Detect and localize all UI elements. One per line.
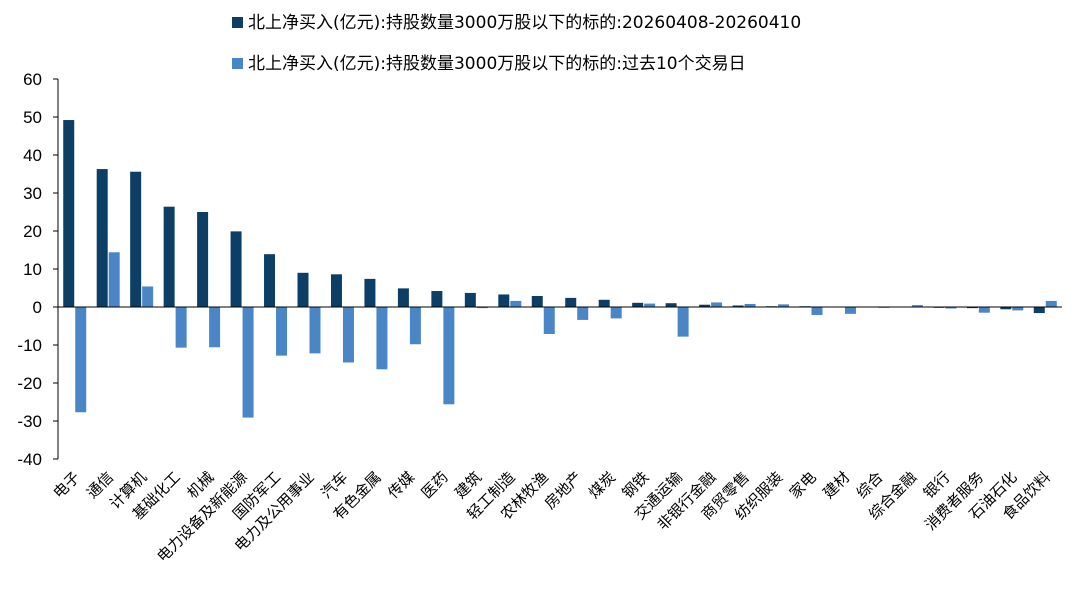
bar-s2 xyxy=(543,307,555,334)
bar-s1 xyxy=(665,303,677,307)
y-tick-label: -30 xyxy=(17,412,42,431)
x-tick-label: 电子 xyxy=(50,468,84,502)
bar-s2 xyxy=(276,307,288,356)
bar-s2 xyxy=(409,307,421,345)
legend-swatch-2 xyxy=(232,58,243,69)
bar-s1 xyxy=(163,206,175,307)
y-tick-label: -10 xyxy=(17,336,42,355)
bar-s2 xyxy=(1045,300,1057,307)
bar-s1 xyxy=(966,307,978,309)
bar-s2 xyxy=(75,307,87,413)
bar-s1 xyxy=(699,304,711,307)
legend-label-1: 北上净买入(亿元):持股数量3000万股以下的标的:20260408-20260… xyxy=(248,13,802,33)
legend-item-1: 北上净买入(亿元):持股数量3000万股以下的标的:20260408-20260… xyxy=(232,8,801,33)
bar-s1 xyxy=(96,169,108,307)
bar-s2 xyxy=(811,307,823,315)
bar-s1 xyxy=(732,305,744,307)
bar-s1 xyxy=(531,295,543,307)
x-tick-label: 煤炭 xyxy=(585,468,619,502)
y-tick-label: 40 xyxy=(23,146,42,165)
x-tick-label: 家电 xyxy=(786,468,820,502)
bar-s1 xyxy=(1000,307,1012,310)
bar-s2 xyxy=(175,307,187,348)
bar-s2 xyxy=(844,307,856,314)
y-tick-label: 50 xyxy=(23,108,42,127)
bar-s1 xyxy=(230,231,242,307)
bar-s2 xyxy=(577,307,589,320)
bar-s1 xyxy=(63,120,75,307)
y-tick-label: 30 xyxy=(23,184,42,203)
y-tick-label: 0 xyxy=(33,298,42,317)
bar-s1 xyxy=(1033,307,1045,314)
bar-s2 xyxy=(945,307,957,309)
bar-s2 xyxy=(978,307,990,313)
bar-s1 xyxy=(565,297,577,307)
bar-s2 xyxy=(309,307,321,354)
y-tick-label: 10 xyxy=(23,260,42,279)
bar-s1 xyxy=(632,302,644,307)
bar-s2 xyxy=(510,300,522,307)
bar-s1 xyxy=(330,274,342,307)
bar-s2 xyxy=(677,307,689,337)
bar-s2 xyxy=(744,303,756,307)
legend-item-2: 北上净买入(亿元):持股数量3000万股以下的标的:过去10个交易日 xyxy=(232,49,746,74)
bar-s1 xyxy=(197,212,209,307)
bar-s2 xyxy=(1012,307,1024,311)
y-tick-label: -20 xyxy=(17,374,42,393)
x-tick-label: 建材 xyxy=(819,468,853,502)
bar-s2 xyxy=(711,302,723,307)
bar-s1 xyxy=(364,278,376,307)
bar-s2 xyxy=(342,307,354,363)
bar-s1 xyxy=(297,272,309,307)
x-tick-label: 传媒 xyxy=(384,468,418,502)
bar-s2 xyxy=(108,252,120,307)
bar-s2 xyxy=(476,307,488,309)
bar-s2 xyxy=(778,304,790,307)
legend-label-2: 北上净买入(亿元):持股数量3000万股以下的标的:过去10个交易日 xyxy=(248,54,746,74)
x-tick-label: 医药 xyxy=(418,468,452,502)
bar-s2 xyxy=(142,286,154,307)
bar-s2 xyxy=(376,307,388,370)
x-tick-label: 房地产 xyxy=(541,468,586,513)
bar-s1 xyxy=(431,291,443,307)
y-tick-label: 20 xyxy=(23,222,42,241)
bar-s2 xyxy=(209,307,221,348)
bar-s1 xyxy=(397,288,409,307)
bar-s1 xyxy=(498,294,510,307)
y-tick-label: 60 xyxy=(23,70,42,89)
legend-swatch-1 xyxy=(232,17,243,28)
bar-s2 xyxy=(911,305,923,307)
bar-s2 xyxy=(443,307,455,405)
bar-s1 xyxy=(130,171,142,307)
bar-s1 xyxy=(464,292,476,307)
bar-s1 xyxy=(264,254,276,307)
y-tick-label: -40 xyxy=(17,450,42,469)
bar-s2 xyxy=(610,307,622,319)
bar-s2 xyxy=(644,303,656,307)
bar-s1 xyxy=(598,299,610,307)
bar-s2 xyxy=(242,307,254,418)
